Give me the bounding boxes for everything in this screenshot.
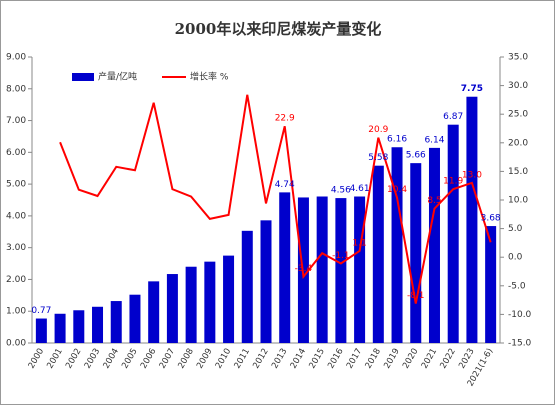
line-value-label: -1.1 [332,251,350,261]
bar-value-label: 7.75 [461,84,483,94]
bar-value-label: 5.66 [406,151,426,161]
bar [354,196,366,343]
y-tick-label: 5.00 [6,180,26,190]
y2-tick-label: 20.0 [508,138,528,148]
legend-label: 增长率 % [190,71,229,83]
legend-label: 产量/亿吨 [98,71,137,83]
y-tick-label: 0.00 [6,339,26,349]
bar [447,124,459,343]
bar [485,226,497,343]
y2-tick-label: -15.0 [508,339,532,349]
bar [185,266,197,343]
y-tick-label: 6.00 [6,148,26,158]
line-value-label: -3.4 [295,264,313,274]
bar-value-label: 5.58 [368,153,388,163]
bar [410,163,422,343]
bar [129,294,141,343]
line-value-label: 20.9 [368,125,388,135]
line-value-label: 13.0 [462,170,482,180]
bar [166,274,178,343]
bar [428,147,440,343]
y2-tick-label: 0.0 [508,253,523,263]
y-tick-label: 4.00 [6,211,26,221]
bar [148,281,160,343]
y-tick-label: 3.00 [6,243,26,253]
y2-tick-label: 35.0 [508,53,528,63]
y-tick-label: 2.00 [6,275,26,285]
y-tick-label: 1.00 [6,307,26,317]
bar-value-label: 3.68 [481,214,501,224]
line-value-label: -8.1 [407,291,425,301]
bar [204,261,216,343]
bar [316,196,328,343]
y2-tick-label: 30.0 [508,81,528,91]
bar [35,318,47,343]
bar-value-label: 4.61 [350,184,370,194]
bar [279,192,291,343]
legend-swatch [72,73,94,81]
bar-value-label: 4.56 [331,186,351,196]
line-value-label: 8.5 [427,196,441,206]
bar [223,255,235,343]
bar [372,165,384,343]
line-value-label: 22.9 [275,114,295,124]
bar [391,147,403,343]
y-tick-label: 9.00 [6,53,26,63]
bar-value-label: 6.16 [387,135,407,145]
y2-tick-label: -10.0 [508,310,532,320]
line-value-label: 11.9 [443,177,463,187]
y2-tick-label: -5.0 [508,281,526,291]
chart-title: 2000年以来印尼煤炭产量变化 [175,20,382,38]
bar [335,198,347,343]
y2-tick-label: 5.0 [508,224,523,234]
bar [241,230,253,343]
y-tick-label: 8.00 [6,84,26,94]
line-value-label: 10.4 [387,185,407,195]
line-value-label: 1.1 [352,238,366,248]
y2-tick-label: 10.0 [508,196,528,206]
bar [466,96,478,343]
bar [73,310,85,343]
bar [260,220,272,343]
y-tick-label: 7.00 [6,116,26,126]
bar [92,306,104,343]
bar [110,301,122,343]
bar-value-label: 6.14 [424,135,444,145]
bar-value-label: 4.74 [275,180,295,190]
bar [54,313,66,343]
bar-value-label: 0.77 [31,306,51,316]
growth-line [59,94,492,304]
y2-tick-label: 25.0 [508,110,528,120]
bar-value-label: 6.87 [443,112,463,122]
y2-tick-label: 15.0 [508,167,528,177]
